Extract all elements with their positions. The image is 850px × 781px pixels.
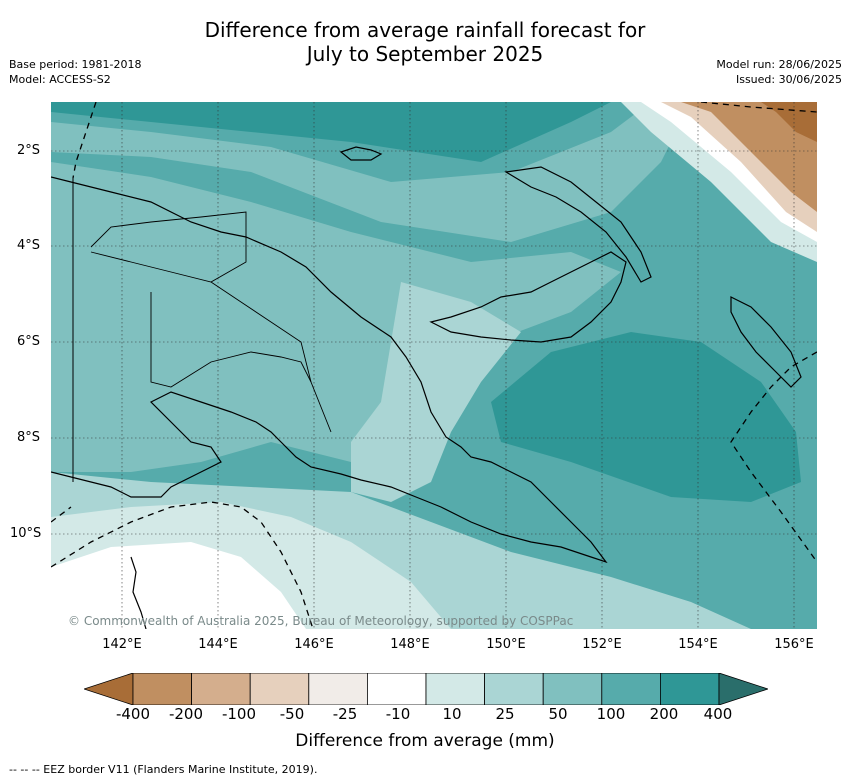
colorbar-segment xyxy=(366,672,427,706)
coastline-new-ireland xyxy=(504,166,652,283)
colorbar-tick: 50 xyxy=(548,705,568,723)
lon-label-152e: 152°E xyxy=(582,637,622,652)
colorbar-tick: 200 xyxy=(649,705,679,723)
field-ne-brown xyxy=(681,102,817,212)
colorbar-tick: -200 xyxy=(168,705,204,723)
colorbar-segment xyxy=(249,672,310,706)
model-run: Model run: 28/06/2025 xyxy=(716,58,842,71)
field-upper-band xyxy=(51,102,691,242)
colorbar-segment xyxy=(601,672,661,706)
lat-label-10s: 10°S xyxy=(10,526,42,541)
eez-east xyxy=(730,351,817,563)
map-svg xyxy=(51,102,817,629)
lat-label-2s: 2°S xyxy=(17,143,41,158)
field-north-band xyxy=(51,102,611,162)
chart-title: Difference from average rainfall forecas… xyxy=(0,18,850,66)
field-east-blob xyxy=(491,332,801,502)
model-name: Model: ACCESS-S2 xyxy=(9,73,111,86)
eez-west xyxy=(72,102,97,179)
coastline-cape-york xyxy=(130,556,147,629)
lon-label-148e: 148°E xyxy=(390,637,430,652)
lon-label-144e: 144°E xyxy=(198,637,238,652)
colorbar-segment xyxy=(660,672,720,706)
colorbar-tick: -10 xyxy=(385,705,411,723)
meta-left: Base period: 1981-2018 Model: ACCESS-S2 xyxy=(9,57,141,87)
field-southwest-white xyxy=(51,542,306,629)
colorbar-extend-high xyxy=(718,672,770,706)
provincial-border-a xyxy=(90,211,247,283)
lon-label-156e: 156°E xyxy=(774,637,814,652)
colorbar-tick: 25 xyxy=(495,705,515,723)
colorbar-segment xyxy=(132,672,192,706)
lon-label-150e: 150°E xyxy=(486,637,526,652)
coastlines xyxy=(51,146,802,629)
colorbar-segment xyxy=(484,672,544,706)
coastline-bougainville xyxy=(730,296,802,388)
colorbar-tick: -100 xyxy=(221,705,257,723)
colorbar-tick: -25 xyxy=(332,705,358,723)
title-line-2: July to September 2025 xyxy=(306,42,544,66)
colorbar-segment xyxy=(308,672,368,706)
eez-southwest xyxy=(51,506,72,523)
colorbar-tick: -50 xyxy=(279,705,305,723)
lat-label-8s: 8°S xyxy=(17,430,41,445)
eez-legend: -- -- -- EEZ border V11 (Flanders Marine… xyxy=(9,763,318,776)
rainfall-map[interactable] xyxy=(51,102,817,629)
colorbar-tick: 100 xyxy=(596,705,626,723)
colorbar-svg xyxy=(82,672,770,706)
coastline-manus xyxy=(339,146,383,161)
colorbar-extend-low xyxy=(82,672,134,706)
title-line-1: Difference from average rainfall forecas… xyxy=(204,18,646,42)
colorbar-tick: -400 xyxy=(115,705,151,723)
lat-label-6s: 6°S xyxy=(17,334,41,349)
colorbar-segment xyxy=(425,672,485,706)
lon-label-154e: 154°E xyxy=(678,637,718,652)
colorbar xyxy=(82,672,770,706)
lon-label-142e: 142°E xyxy=(102,637,142,652)
colorbar-label: Difference from average (mm) xyxy=(295,731,555,751)
eez-northeast xyxy=(700,102,817,113)
coastline-new-guinea xyxy=(51,176,608,564)
provincial-border-b xyxy=(150,292,312,388)
lat-label-4s: 4°S xyxy=(17,238,41,253)
colorbar-tick: 400 xyxy=(703,705,733,723)
eez-south xyxy=(51,501,314,629)
field-ne-dark-brown xyxy=(761,102,817,142)
copyright-notice: © Commonwealth of Australia 2025, Bureau… xyxy=(68,614,574,628)
colorbar-tick: 10 xyxy=(442,705,462,723)
provincial-border-c xyxy=(210,281,332,433)
base-period: Base period: 1981-2018 xyxy=(9,58,142,71)
meta-right: Model run: 28/06/2025 Issued: 30/06/2025 xyxy=(716,57,842,87)
lon-label-146e: 146°E xyxy=(294,637,334,652)
field-mainland-band xyxy=(51,162,621,472)
colorbar-segment xyxy=(191,672,251,706)
issued-date: Issued: 30/06/2025 xyxy=(735,73,842,86)
eez-borders xyxy=(51,102,817,629)
coastline-new-britain xyxy=(429,251,627,343)
colorbar-segment xyxy=(542,672,603,706)
